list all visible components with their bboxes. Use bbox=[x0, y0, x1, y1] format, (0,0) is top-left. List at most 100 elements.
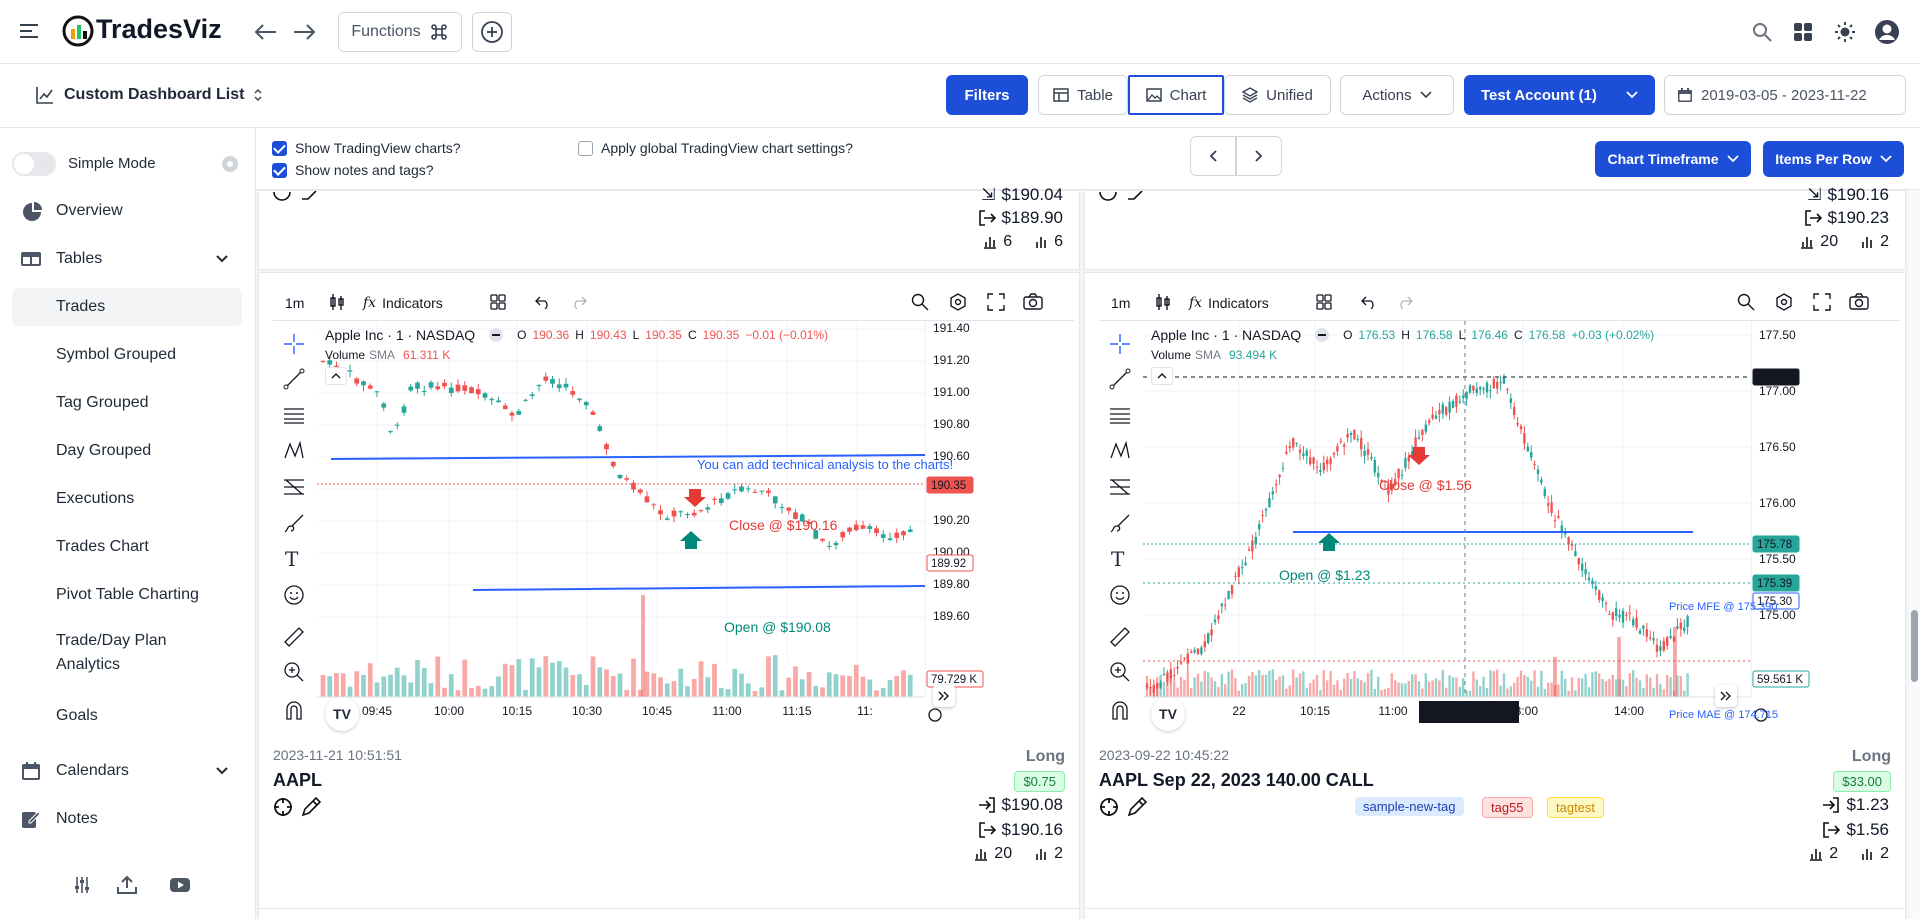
crosshair-icon[interactable] bbox=[273, 797, 293, 817]
indicators-button[interactable]: 𝑓x Indicators bbox=[1189, 295, 1269, 311]
account-selector[interactable]: Test Account (1) bbox=[1464, 75, 1655, 115]
functions-button[interactable]: Functions bbox=[338, 12, 462, 52]
collapse-icon[interactable] bbox=[1315, 328, 1330, 342]
crosshair-icon[interactable] bbox=[1099, 191, 1117, 201]
emoji-icon[interactable] bbox=[283, 584, 305, 606]
show-tradingview-checkbox[interactable]: Show TradingView charts? bbox=[272, 140, 461, 156]
tag-pill[interactable]: sample-new-tag bbox=[1355, 797, 1464, 816]
timeframe-button[interactable]: 1m bbox=[1111, 295, 1131, 311]
emoji-icon[interactable] bbox=[1109, 584, 1131, 606]
candles-icon[interactable] bbox=[329, 293, 345, 311]
main-scrollbar-thumb[interactable] bbox=[1911, 610, 1918, 682]
sidebar-item-trades[interactable]: Trades bbox=[12, 288, 242, 326]
sidebar-item-tables[interactable]: Tables bbox=[12, 240, 242, 278]
zoom-in-icon[interactable] bbox=[1109, 661, 1131, 683]
apps-grid-icon[interactable] bbox=[1793, 22, 1813, 42]
collapse-legend-button[interactable] bbox=[1151, 367, 1173, 385]
add-function-button[interactable] bbox=[472, 12, 512, 52]
crosshair-cursor-icon[interactable] bbox=[1109, 333, 1131, 355]
pattern-icon[interactable] bbox=[283, 440, 305, 462]
apply-global-settings-checkbox[interactable]: Apply global TradingView chart settings? bbox=[578, 140, 853, 156]
templates-grid-icon[interactable] bbox=[1316, 294, 1332, 310]
dashboard-list-dropdown[interactable]: Custom Dashboard List bbox=[64, 86, 245, 103]
show-notes-checkbox[interactable]: Show notes and tags? bbox=[272, 162, 434, 178]
timeframe-button[interactable]: 1m bbox=[285, 295, 305, 311]
chevron-updown-icon[interactable] bbox=[253, 88, 263, 102]
sidebar-item-notes[interactable]: Notes bbox=[12, 800, 242, 838]
candles-icon[interactable] bbox=[1155, 293, 1171, 311]
brush-icon[interactable] bbox=[1109, 512, 1131, 534]
crosshair-icon[interactable] bbox=[1099, 797, 1119, 817]
indicators-button[interactable]: 𝑓x Indicators bbox=[363, 295, 443, 311]
upload-icon[interactable] bbox=[117, 875, 137, 895]
filters-button[interactable]: Filters bbox=[946, 75, 1028, 115]
collapse-icon[interactable] bbox=[489, 328, 504, 342]
chart-timeframe-dropdown[interactable]: Chart Timeframe bbox=[1595, 141, 1751, 177]
sidebar-item-calendars[interactable]: Calendars bbox=[12, 752, 242, 790]
tag-pill[interactable]: tag55 bbox=[1482, 797, 1533, 818]
sidebar-item-trades-chart[interactable]: Trades Chart bbox=[56, 538, 149, 555]
search-icon[interactable] bbox=[1752, 22, 1772, 42]
quick-search-icon[interactable] bbox=[1737, 293, 1755, 311]
sidebar-item-goals[interactable]: Goals bbox=[56, 707, 98, 724]
unified-view-button[interactable]: Unified bbox=[1224, 75, 1331, 115]
trend-line-icon[interactable] bbox=[283, 368, 305, 390]
prev-page-button[interactable] bbox=[1190, 136, 1236, 176]
text-tool-icon[interactable]: T bbox=[285, 547, 299, 571]
ruler-icon[interactable] bbox=[1109, 626, 1131, 648]
templates-grid-icon[interactable] bbox=[490, 294, 506, 310]
tag-pill[interactable]: tagtest bbox=[1547, 797, 1605, 818]
edit-pen-icon[interactable] bbox=[301, 797, 321, 817]
sidebar-item-day-grouped[interactable]: Day Grouped bbox=[56, 442, 152, 459]
collapse-legend-button[interactable] bbox=[325, 367, 347, 385]
next-page-button[interactable] bbox=[1236, 136, 1282, 176]
hamburger-menu-icon[interactable] bbox=[20, 22, 40, 40]
sidebar-item-overview[interactable]: Overview bbox=[12, 192, 242, 230]
sun-theme-icon[interactable] bbox=[1834, 21, 1856, 43]
fullscreen-icon[interactable] bbox=[1813, 293, 1831, 311]
redo-icon[interactable] bbox=[1397, 295, 1413, 309]
trend-line-icon[interactable] bbox=[1109, 368, 1131, 390]
user-avatar-icon[interactable] bbox=[1874, 19, 1900, 45]
fullscreen-icon[interactable] bbox=[987, 293, 1005, 311]
magnet-icon[interactable] bbox=[1109, 699, 1131, 721]
sidebar-item-executions[interactable]: Executions bbox=[56, 490, 135, 507]
back-arrow-icon[interactable] bbox=[252, 20, 278, 44]
settings-gear-icon[interactable] bbox=[1775, 293, 1793, 311]
quick-search-icon[interactable] bbox=[911, 293, 929, 311]
trade-symbol[interactable]: AAPL bbox=[273, 770, 322, 790]
items-per-row-dropdown[interactable]: Items Per Row bbox=[1763, 141, 1904, 177]
camera-icon[interactable] bbox=[1023, 293, 1043, 311]
edit-pen-icon[interactable] bbox=[301, 191, 319, 201]
crosshair-icon[interactable] bbox=[273, 191, 291, 201]
edit-pen-icon[interactable] bbox=[1127, 797, 1147, 817]
undo-icon[interactable] bbox=[535, 295, 551, 309]
sidebar-item-tag-grouped[interactable]: Tag Grouped bbox=[56, 394, 149, 411]
settings-gear-icon[interactable] bbox=[949, 293, 967, 311]
table-view-button[interactable]: Table bbox=[1038, 75, 1128, 115]
camera-icon[interactable] bbox=[1849, 293, 1869, 311]
horizontal-lines-icon[interactable] bbox=[283, 404, 305, 426]
scroll-to-realtime-button[interactable] bbox=[1715, 685, 1737, 707]
sidebar-item-symbol-grouped[interactable]: Symbol Grouped bbox=[56, 346, 177, 363]
fib-icon[interactable] bbox=[1109, 476, 1131, 498]
date-range-picker[interactable]: 2019-03-05 - 2023-11-22 bbox=[1664, 75, 1906, 115]
crosshair-cursor-icon[interactable] bbox=[283, 333, 305, 355]
main-scrollbar-track[interactable] bbox=[1909, 190, 1920, 919]
youtube-icon[interactable] bbox=[170, 877, 190, 893]
settings-gear-icon[interactable] bbox=[220, 154, 240, 174]
zoom-in-icon[interactable] bbox=[283, 661, 305, 683]
brush-icon[interactable] bbox=[283, 512, 305, 534]
scroll-to-realtime-button[interactable] bbox=[933, 685, 955, 707]
pattern-icon[interactable] bbox=[1109, 440, 1131, 462]
ruler-icon[interactable] bbox=[283, 626, 305, 648]
edit-pen-icon[interactable] bbox=[1127, 191, 1145, 201]
sidebar-item-pivot-table-charting[interactable]: Pivot Table Charting bbox=[56, 586, 199, 603]
sidebar-item-plan-analytics[interactable]: Trade/Day Plan Analytics bbox=[56, 632, 167, 673]
fib-icon[interactable] bbox=[283, 476, 305, 498]
text-tool-icon[interactable]: T bbox=[1111, 547, 1125, 571]
price-chart[interactable]: 09:45 10:00 10:15 10:30 10:45 11:00 11:15 11: bbox=[317, 321, 925, 731]
forward-arrow-icon[interactable] bbox=[292, 20, 318, 44]
simple-mode-toggle[interactable] bbox=[12, 152, 56, 176]
